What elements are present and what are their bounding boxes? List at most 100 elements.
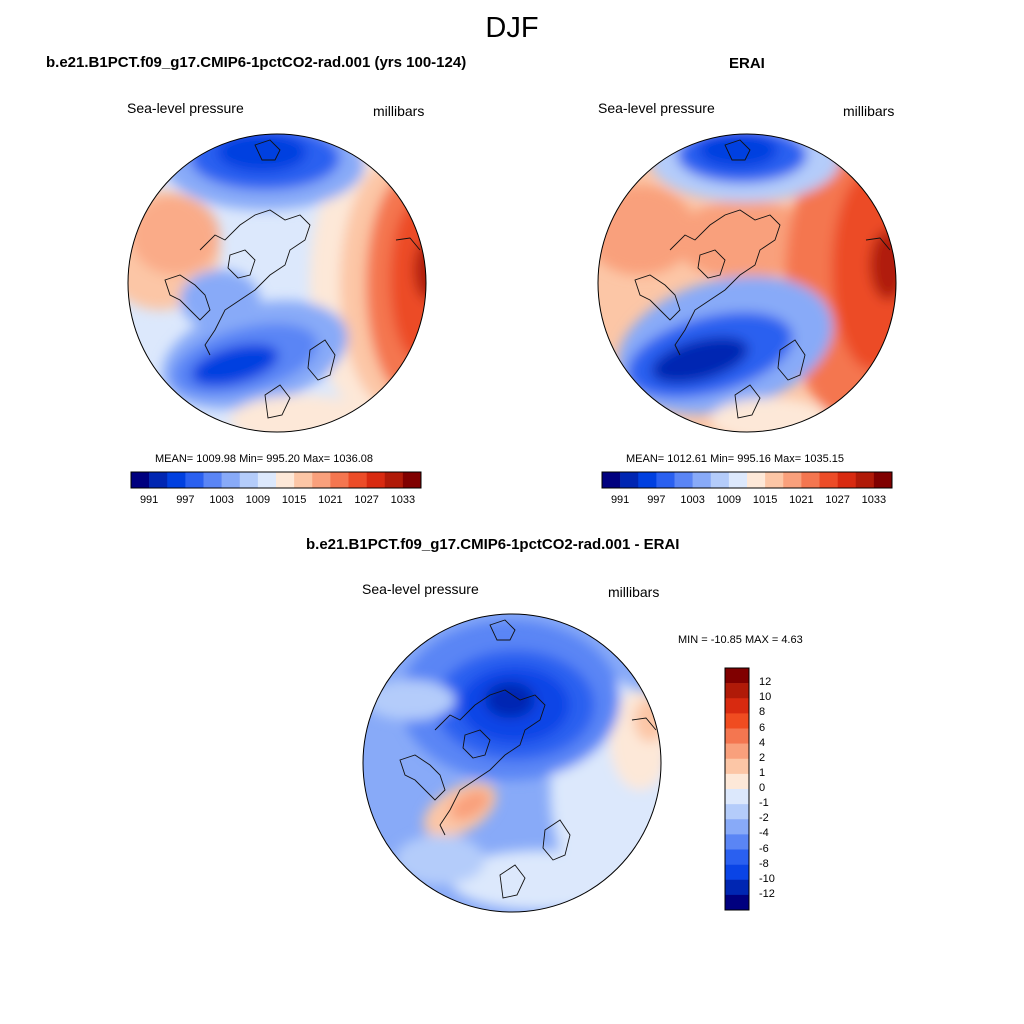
- colorbar-tick-label: -4: [759, 827, 769, 840]
- colorbar-tick-label: 12: [759, 676, 772, 689]
- colorbar-swatch: [384, 472, 404, 488]
- colorbar-swatch: [725, 894, 749, 911]
- colorbar-swatch: [725, 879, 749, 896]
- colorbar-swatch: [276, 472, 295, 488]
- colorbar-tick-label: 1003: [209, 494, 234, 506]
- colorbar-tick-label: -6: [759, 842, 769, 855]
- colorbar-swatch: [330, 472, 349, 488]
- colorbar-tick-label: 997: [647, 494, 666, 506]
- colorbar-swatch: [725, 864, 749, 881]
- colorbar-swatch: [725, 668, 749, 684]
- colorbar-swatch: [725, 819, 749, 835]
- colorbar-swatch: [837, 472, 857, 488]
- colorbar-swatch: [873, 472, 893, 488]
- colorbar-swatch: [131, 472, 150, 488]
- colorbar-swatch: [725, 849, 749, 865]
- colorbar-tick-label: -12: [759, 887, 775, 900]
- colorbar-swatch: [725, 713, 749, 729]
- obs-panel-title: ERAI: [729, 55, 765, 72]
- diff-units-label: millibars: [608, 584, 660, 600]
- colorbar-tick-label: 1009: [716, 494, 742, 506]
- colorbar-tick-label: 1021: [789, 494, 814, 506]
- obs-units-label: millibars: [843, 103, 895, 119]
- model-units-label: millibars: [373, 103, 425, 119]
- colorbar-swatch: [348, 472, 367, 488]
- colorbar-tick-label: 1033: [390, 494, 416, 506]
- colorbar-swatch: [725, 804, 749, 820]
- colorbar-swatch: [203, 472, 222, 488]
- colorbar-swatch: [725, 773, 749, 790]
- colorbar-swatch: [728, 472, 748, 488]
- colorbar-swatch: [602, 472, 621, 488]
- colorbar-swatch: [312, 472, 331, 488]
- colorbar-swatch: [221, 472, 241, 488]
- colorbar-tick-label: 10: [759, 691, 772, 704]
- colorbar-tick-label: 991: [139, 494, 159, 506]
- colorbar-outline: [601, 471, 893, 489]
- colorbar-swatch: [725, 789, 749, 805]
- model-stats: MEAN= 1009.98 Min= 995.20 Max= 1036.08: [155, 453, 374, 465]
- colorbar-tick-label: 1: [759, 766, 766, 779]
- diff-colorbar: [724, 667, 750, 911]
- colorbar-outline: [724, 667, 750, 911]
- colorbar-swatch: [819, 472, 838, 488]
- obs-stats: MEAN= 1012.61 Min= 995.16 Max= 1035.15: [626, 453, 845, 465]
- colorbar-tick-label: 8: [759, 706, 766, 719]
- colorbar-tick-label: 1027: [825, 494, 850, 506]
- diff-variable-label: Sea-level pressure: [362, 581, 479, 597]
- colorbar-swatch: [725, 683, 749, 699]
- colorbar-swatch: [294, 472, 313, 488]
- colorbar-outline: [130, 471, 422, 489]
- colorbar-swatch: [366, 472, 386, 488]
- colorbar-tick-label: 1003: [680, 494, 705, 506]
- colorbar-tick-label: 1015: [281, 494, 307, 506]
- colorbar-swatch: [620, 472, 639, 488]
- colorbar-tick-label: 1009: [245, 494, 271, 506]
- colorbar-swatch: [725, 758, 749, 775]
- colorbar-tick-label: -2: [759, 812, 769, 825]
- colorbar-tick-label: 2: [759, 751, 766, 764]
- colorbar-swatch: [765, 472, 784, 488]
- colorbar-swatch: [402, 472, 422, 488]
- obs-colorbar: [601, 471, 893, 489]
- colorbar-tick-label: 1027: [354, 494, 379, 506]
- colorbar-swatch: [855, 472, 875, 488]
- colorbar-swatch: [725, 728, 749, 744]
- colorbar-tick-label: 1015: [752, 494, 778, 506]
- obs-variable-label: Sea-level pressure: [598, 100, 715, 116]
- colorbar-swatch: [638, 472, 657, 488]
- colorbar-swatch: [239, 472, 259, 488]
- diff-stats: MIN = -10.85 MAX = 4.63: [678, 634, 803, 646]
- colorbar-tick-label: 991: [610, 494, 630, 506]
- diff-panel-title: b.e21.B1PCT.f09_g17.CMIP6-1pctCO2-rad.00…: [306, 536, 680, 553]
- colorbar-swatch: [747, 472, 766, 488]
- model-variable-label: Sea-level pressure: [127, 100, 244, 116]
- colorbar-swatch: [710, 472, 730, 488]
- colorbar-swatch: [725, 834, 749, 850]
- colorbar-swatch: [167, 472, 186, 488]
- colorbar-tick-label: 997: [176, 494, 195, 506]
- colorbar-tick-label: 6: [759, 721, 766, 734]
- model-panel-title: b.e21.B1PCT.f09_g17.CMIP6-1pctCO2-rad.00…: [46, 54, 467, 71]
- colorbar-swatch: [801, 472, 820, 488]
- colorbar-tick-label: 1021: [318, 494, 343, 506]
- colorbar-tick-label: -10: [759, 872, 775, 885]
- model-colorbar: [130, 471, 422, 489]
- colorbar-swatch: [656, 472, 675, 488]
- colorbar-swatch: [149, 472, 168, 488]
- colorbar-swatch: [257, 472, 277, 488]
- colorbar-tick-label: -1: [759, 797, 769, 810]
- colorbar-tick-label: -8: [759, 857, 769, 870]
- colorbar-swatch: [692, 472, 712, 488]
- colorbar-swatch: [725, 743, 749, 760]
- colorbar-tick-label: 4: [759, 736, 766, 749]
- colorbar-swatch: [674, 472, 693, 488]
- colorbar-swatch: [185, 472, 204, 488]
- season-title: DJF: [485, 12, 539, 44]
- colorbar-tick-label: 1033: [861, 494, 887, 506]
- colorbar-swatch: [725, 698, 749, 714]
- colorbar-tick-label: 0: [759, 782, 766, 794]
